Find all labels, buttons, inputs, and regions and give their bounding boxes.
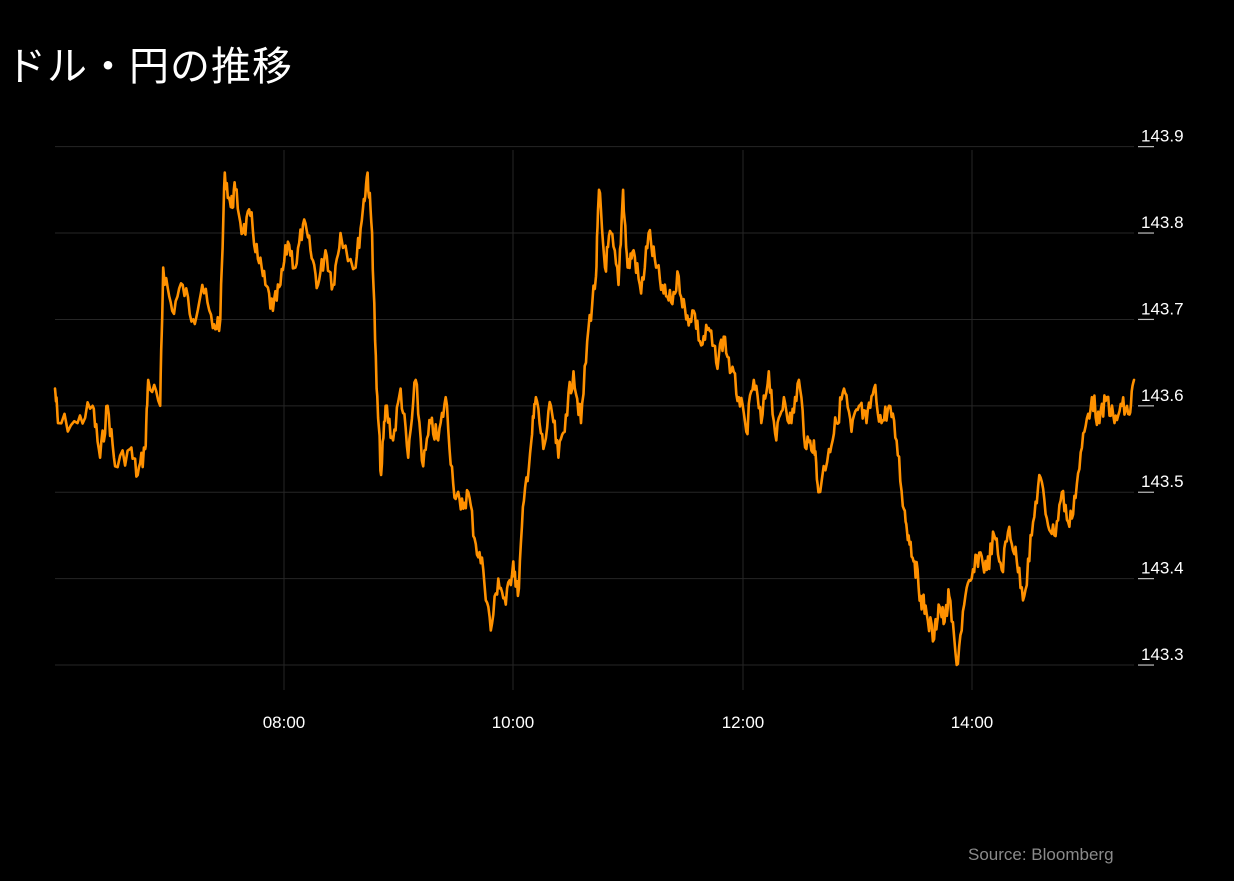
y-tick-label: 143.7 <box>1141 299 1184 318</box>
y-tick-label: 143.3 <box>1141 645 1184 664</box>
y-tick-label: 143.5 <box>1141 472 1184 491</box>
y-tick-label: 143.8 <box>1141 213 1184 232</box>
x-tick-label: 10:00 <box>492 713 535 732</box>
y-axis-labels: 143.9 143.8 143.7 143.6 143.5 143.4 143.3 <box>1138 127 1184 666</box>
x-tick-label: 08:00 <box>263 713 306 732</box>
y-tick-label: 143.6 <box>1141 386 1184 405</box>
x-axis-labels: 08:00 10:00 12:00 14:00 <box>263 713 994 732</box>
usd-jpy-series-line <box>53 171 1136 667</box>
y-tick-label: 143.4 <box>1141 559 1184 578</box>
y-tick-label: 143.9 <box>1141 127 1184 146</box>
source-note: Source: Bloomberg <box>968 845 1114 864</box>
chart-title: ドル・円の推移 <box>6 44 293 90</box>
x-tick-label: 12:00 <box>722 713 765 732</box>
grid-lines <box>55 146 1134 690</box>
x-tick-label: 14:00 <box>951 713 994 732</box>
